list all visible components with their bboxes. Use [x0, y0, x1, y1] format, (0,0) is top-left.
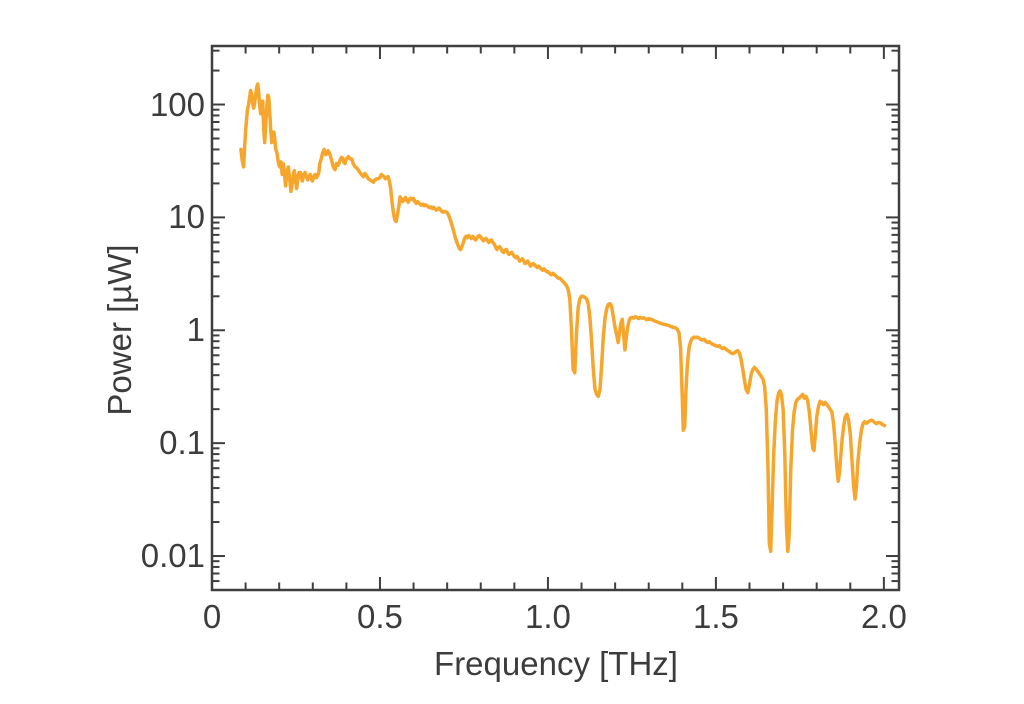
y-tick-label: 1 — [186, 311, 205, 349]
x-ticks — [211, 46, 885, 590]
y-tick-label: 0.1 — [159, 424, 205, 462]
x-tick-label: 1.0 — [525, 598, 571, 635]
x-axis-title: Frequency [THz] — [434, 645, 678, 682]
plot-frame — [210, 44, 901, 592]
y-ticks — [212, 49, 899, 583]
y-tick-label: 100 — [149, 85, 205, 123]
x-tick-label: 0 — [202, 598, 222, 635]
power-spectrum-curve — [239, 82, 887, 554]
x-tick-label: 2.0 — [860, 598, 907, 635]
x-tick-label: 1.5 — [692, 598, 739, 635]
x-tick-label: 0.5 — [357, 598, 403, 635]
y-tick-label: 10 — [168, 198, 205, 236]
y-tick-label: 0.01 — [140, 537, 205, 575]
